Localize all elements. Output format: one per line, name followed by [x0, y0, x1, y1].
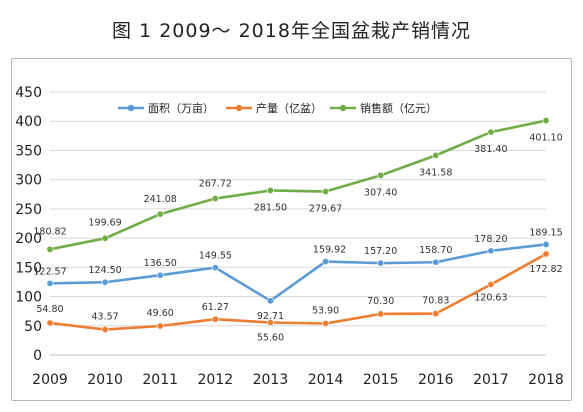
- data-label: 136.50: [144, 258, 177, 269]
- y-tick-label: 0: [33, 348, 42, 364]
- data-label: 54.80: [36, 304, 63, 315]
- data-point: [101, 278, 109, 286]
- data-point: [46, 279, 54, 287]
- x-tick-label: 2014: [308, 372, 344, 388]
- y-tick-label: 400: [15, 114, 42, 130]
- x-tick-label: 2013: [253, 372, 289, 388]
- legend-label: 销售额（亿元）: [360, 101, 437, 115]
- legend-swatch-marker: [339, 104, 347, 112]
- data-label: 178.20: [474, 234, 507, 245]
- data-label: 401.10: [529, 133, 562, 144]
- data-point: [101, 326, 109, 334]
- series-line: [48, 252, 548, 331]
- data-label: 92.71: [257, 311, 284, 322]
- data-label: 120.63: [474, 292, 507, 303]
- data-point: [432, 258, 440, 266]
- data-point: [322, 319, 330, 327]
- data-label: 149.55: [199, 251, 232, 262]
- data-label: 267.72: [199, 179, 232, 190]
- data-point: [46, 319, 54, 327]
- series-line: [48, 243, 548, 303]
- series-line: [48, 119, 548, 251]
- x-tick-label: 2015: [363, 372, 399, 388]
- chart-frame: [11, 58, 572, 401]
- data-point: [432, 310, 440, 318]
- x-tick-label: 2016: [418, 372, 454, 388]
- y-tick-label: 50: [24, 319, 42, 335]
- data-label: 189.15: [529, 227, 562, 238]
- data-label: 70.83: [422, 296, 449, 307]
- data-point: [542, 117, 550, 125]
- x-tick-label: 2009: [32, 372, 68, 388]
- data-labels: 122.57 124.50 136.50 149.55 92.71 159.92 157.2…: [33, 133, 562, 344]
- data-label: 53.90: [312, 305, 339, 316]
- y-tick-label: 350: [15, 143, 42, 159]
- data-label: 381.40: [474, 144, 507, 155]
- data-label: 43.57: [92, 312, 119, 323]
- data-point: [46, 245, 54, 253]
- data-point: [432, 151, 440, 159]
- data-label: 180.82: [33, 226, 66, 237]
- x-tick-label: 2017: [473, 372, 509, 388]
- data-label: 281.50: [254, 202, 287, 213]
- y-axis: 0 50 100 150 200 250 300 350 400 450: [15, 85, 42, 364]
- data-point: [487, 128, 495, 136]
- data-label: 157.20: [364, 246, 397, 257]
- data-point: [322, 258, 330, 266]
- y-tick-label: 100: [15, 290, 42, 306]
- data-point: [211, 195, 219, 203]
- data-point: [156, 271, 164, 279]
- x-tick-label: 2011: [142, 372, 178, 388]
- data-point: [322, 188, 330, 196]
- y-tick-label: 450: [15, 85, 42, 101]
- y-tick-label: 250: [15, 202, 42, 218]
- series-layer: [46, 117, 550, 334]
- data-point: [487, 280, 495, 288]
- data-point: [101, 234, 109, 242]
- legend-swatch-marker: [127, 104, 135, 112]
- y-tick-label: 300: [15, 173, 42, 189]
- data-point: [542, 240, 550, 248]
- legend-swatch-marker: [235, 104, 243, 112]
- data-label: 341.58: [419, 167, 452, 178]
- data-point: [266, 186, 274, 194]
- data-label: 279.67: [309, 204, 342, 215]
- legend-label: 产量（亿盆）: [256, 101, 322, 115]
- data-point: [377, 259, 385, 267]
- data-label: 70.30: [367, 296, 394, 307]
- chart-title: 图 1 2009～ 2018年全国盆栽产销情况: [112, 20, 471, 42]
- data-point: [487, 247, 495, 255]
- data-label: 124.50: [88, 265, 121, 276]
- data-label: 122.57: [33, 266, 66, 277]
- data-point: [156, 322, 164, 330]
- legend-label: 面积（万亩）: [148, 101, 214, 115]
- x-tick-label: 2010: [87, 372, 123, 388]
- data-point: [377, 310, 385, 318]
- data-label: 49.60: [147, 308, 174, 319]
- data-point: [542, 250, 550, 258]
- gridlines: [50, 91, 546, 356]
- data-label: 241.08: [144, 194, 177, 205]
- x-tick-label: 2012: [198, 372, 234, 388]
- data-label: 159.92: [313, 245, 346, 256]
- y-tick-label: 150: [15, 260, 42, 276]
- y-tick-label: 200: [15, 231, 42, 247]
- x-tick-label: 2018: [528, 372, 564, 388]
- data-label: 172.82: [529, 264, 562, 275]
- data-label: 199.69: [88, 217, 121, 228]
- data-label: 55.60: [257, 333, 284, 344]
- legend: 面积（万亩） 产量（亿盆） 销售额（亿元）: [118, 101, 437, 115]
- data-label: 158.70: [419, 245, 452, 256]
- data-point: [266, 319, 274, 327]
- data-point: [211, 315, 219, 323]
- data-label: 61.27: [202, 302, 229, 313]
- x-axis: 2009 2010 2011 2012 2013 2014 2015 2016 2017 2018: [32, 372, 564, 388]
- data-label: 307.40: [364, 187, 397, 198]
- data-point: [377, 171, 385, 179]
- data-point: [156, 210, 164, 218]
- data-point: [266, 297, 274, 305]
- data-point: [211, 264, 219, 272]
